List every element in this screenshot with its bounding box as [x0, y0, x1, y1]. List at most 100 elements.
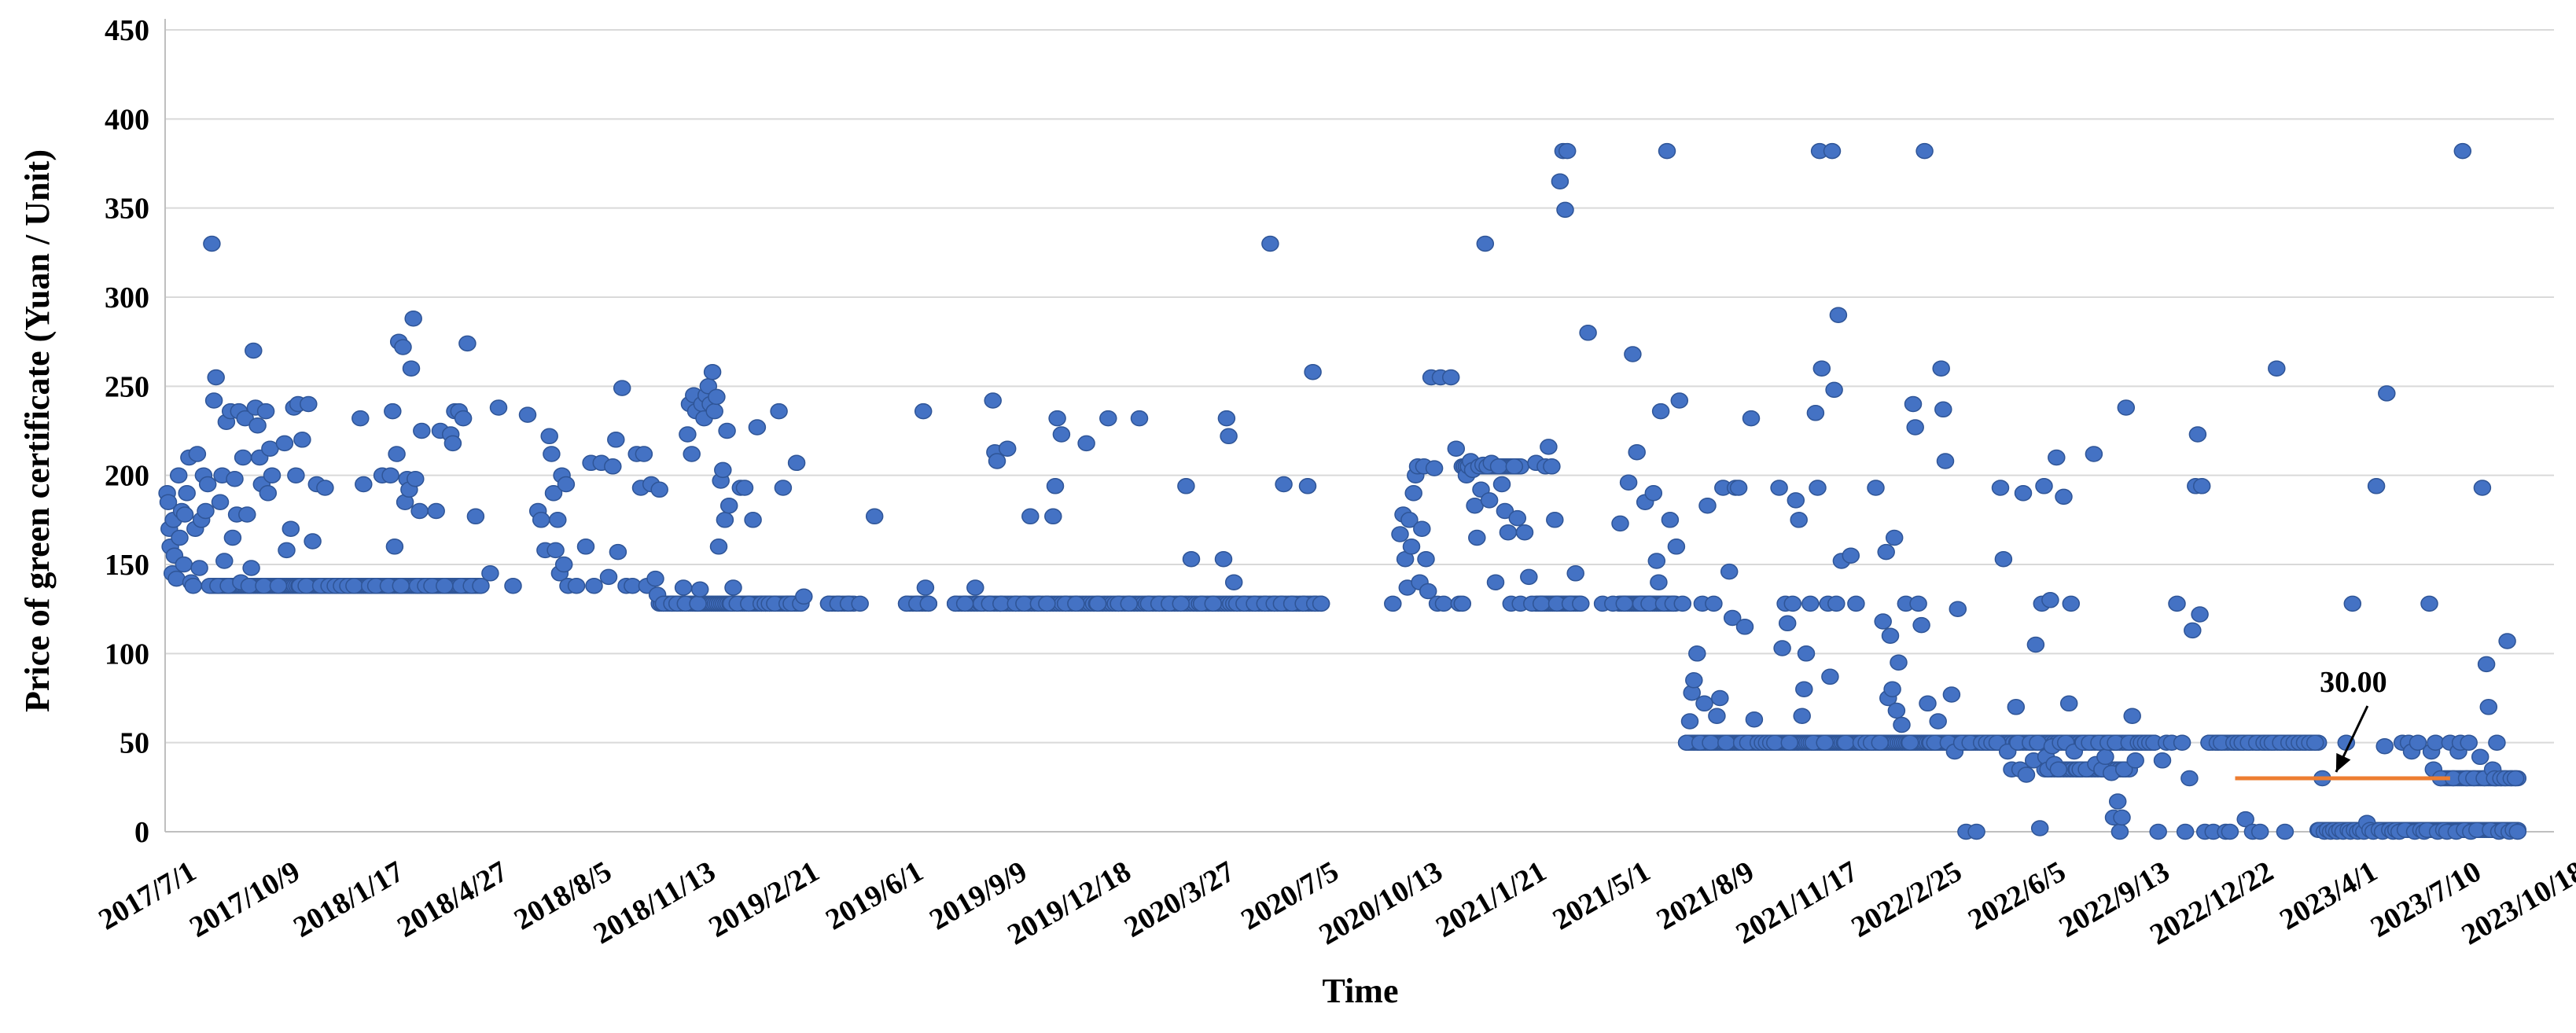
data-point — [546, 542, 565, 559]
data-point — [466, 508, 485, 525]
data-point — [207, 369, 225, 386]
y-axis-label: Price of green certificate (Yuan / Unit) — [18, 149, 57, 712]
data-point — [1480, 492, 1499, 509]
data-point — [1413, 520, 1431, 537]
data-point — [919, 595, 938, 612]
data-point — [1261, 235, 1279, 252]
data-point — [2153, 752, 2172, 769]
data-point — [1695, 695, 1713, 712]
data-point — [1932, 360, 1950, 377]
reference-line-group: 30.00 — [2235, 666, 2450, 781]
data-point — [1667, 539, 1686, 555]
data-point — [1793, 708, 1811, 724]
data-point — [1929, 713, 1947, 730]
data-point — [278, 542, 296, 559]
data-point — [1402, 539, 1421, 555]
data-point — [1827, 595, 1846, 612]
data-point — [355, 476, 373, 493]
data-point — [1949, 601, 1967, 617]
data-point — [557, 476, 576, 493]
data-point — [1048, 410, 1066, 427]
data-point — [269, 577, 288, 594]
data-point — [392, 577, 410, 594]
data-point — [1770, 480, 1788, 496]
data-point — [604, 458, 622, 475]
y-tick-label: 0 — [134, 816, 149, 849]
data-point — [188, 446, 207, 462]
data-point — [1705, 595, 1723, 612]
data-point — [1120, 595, 1139, 612]
data-point — [504, 577, 522, 594]
data-point — [1220, 428, 1238, 445]
data-point — [1836, 734, 1855, 751]
data-point — [1551, 173, 1570, 189]
data-point — [1615, 595, 1634, 612]
data-point — [1919, 695, 1937, 712]
data-point — [955, 595, 974, 612]
data-point — [1991, 480, 2010, 496]
data-point — [2123, 708, 2141, 724]
data-point — [1904, 395, 1923, 413]
data-point — [1628, 443, 1646, 461]
data-point — [1812, 360, 1831, 377]
data-point — [1688, 645, 1706, 662]
data-point — [585, 577, 603, 594]
data-point — [1825, 381, 1843, 399]
data-point — [613, 380, 631, 396]
data-point — [1304, 363, 1322, 380]
data-point — [1520, 568, 1538, 586]
data-point — [226, 470, 244, 487]
data-point — [1874, 613, 1892, 630]
x-tick-label: 2021/1/21 — [1430, 855, 1551, 943]
data-point — [1906, 419, 1924, 436]
data-point — [2085, 446, 2103, 462]
y-tick-label: 300 — [105, 281, 149, 314]
data-point — [851, 595, 869, 612]
data-point — [1778, 615, 1797, 632]
data-point — [2014, 485, 2033, 502]
data-point — [293, 432, 311, 448]
data-point — [1780, 734, 1799, 751]
data-point — [705, 403, 723, 420]
data-point — [167, 570, 186, 587]
x-tick-label: 2017/10/9 — [184, 855, 305, 943]
data-point — [1787, 492, 1805, 509]
data-point — [1644, 485, 1663, 502]
data-point — [345, 577, 363, 594]
data-point — [1698, 497, 1717, 514]
data-point — [543, 446, 561, 462]
y-tick-label: 200 — [105, 460, 149, 493]
data-point — [234, 449, 252, 466]
data-point — [1214, 550, 1233, 568]
data-point — [679, 426, 697, 443]
data-point — [184, 577, 202, 594]
data-point — [2471, 748, 2490, 766]
data-point — [171, 529, 189, 546]
data-point — [2180, 770, 2199, 787]
data-point — [2114, 761, 2133, 778]
data-point — [2048, 449, 2066, 466]
data-point — [351, 410, 370, 427]
x-tick-label: 2019/6/1 — [820, 855, 929, 936]
data-point — [1492, 476, 1511, 493]
data-point — [2117, 399, 2136, 416]
data-point — [1077, 435, 1095, 452]
data-point — [2221, 823, 2239, 840]
data-point — [1867, 480, 1885, 496]
data-point — [984, 392, 1002, 409]
data-point — [914, 403, 933, 420]
data-point — [472, 577, 490, 594]
data-point — [1508, 509, 1527, 527]
data-point — [1783, 595, 1802, 612]
x-tick-labels: 2017/7/12017/10/92018/1/172018/4/272018/… — [93, 855, 2576, 951]
data-point — [1842, 547, 1860, 564]
data-point — [1546, 512, 1564, 528]
data-point — [1052, 426, 1071, 443]
data-point — [774, 480, 793, 496]
data-point — [1400, 512, 1419, 528]
data-point — [1801, 595, 1820, 612]
data-point — [2453, 142, 2472, 160]
data-point — [1038, 595, 1056, 612]
